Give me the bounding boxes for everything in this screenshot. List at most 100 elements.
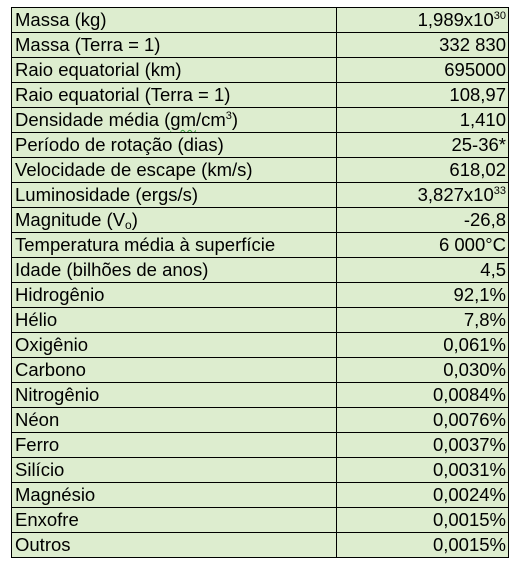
row-value[interactable]: 618,02	[336, 157, 509, 183]
row-label[interactable]: Raio equatorial (Terra = 1)	[11, 82, 337, 108]
label-text: Silício	[15, 459, 65, 480]
table-row: Raio equatorial (Terra = 1) 108,97	[11, 82, 509, 108]
label-text: Raio equatorial (km)	[15, 59, 182, 80]
table-row: Densidade média (gm/cm3) 1,410	[11, 107, 509, 133]
row-label[interactable]: Velocidade de escape (km/s)	[11, 157, 337, 183]
label-text: Nitrogênio	[15, 384, 100, 405]
table-body: Massa (kg) 1,989x1030 Massa (Terra = 1) …	[11, 7, 509, 558]
row-value[interactable]: 0,0084%	[336, 382, 509, 408]
row-label[interactable]: Outros	[11, 532, 337, 558]
row-value[interactable]: 4,5	[336, 257, 509, 283]
label-text: Massa (Terra = 1)	[15, 34, 161, 55]
row-label[interactable]: Raio equatorial (km)	[11, 57, 337, 83]
row-label[interactable]: Hélio	[11, 307, 337, 333]
label-text: Período de rotação (dias)	[15, 134, 224, 155]
row-label[interactable]: Néon	[11, 407, 337, 433]
row-value[interactable]: 0,0037%	[336, 432, 509, 458]
label-text: Luminosidade (ergs/s)	[15, 184, 199, 205]
value-text: 0,0015%	[432, 534, 506, 555]
label-text: Massa (kg)	[15, 9, 107, 30]
table-row: Período de rotação (dias) 25-36*	[11, 132, 509, 158]
label-text-mid: /cm	[195, 109, 226, 130]
row-value[interactable]: 3,827x1033	[336, 182, 509, 208]
row-value[interactable]: 0,0031%	[336, 457, 509, 483]
row-value[interactable]: 0,0015%	[336, 532, 509, 558]
label-text: Oxigênio	[15, 334, 89, 355]
row-value[interactable]: 108,97	[336, 82, 509, 108]
table-row: Silício 0,0031%	[11, 457, 509, 483]
row-label[interactable]: Luminosidade (ergs/s)	[11, 182, 337, 208]
row-label[interactable]: Silício	[11, 457, 337, 483]
table-row: Velocidade de escape (km/s) 618,02	[11, 157, 509, 183]
table-row: Hidrogênio 92,1%	[11, 282, 509, 308]
spellcheck-word: gm	[170, 109, 196, 130]
label-text-post: )	[131, 209, 138, 230]
row-value[interactable]: 7,8%	[336, 307, 509, 333]
value-text: 0,0076%	[432, 409, 506, 430]
row-label[interactable]: Nitrogênio	[11, 382, 337, 408]
label-text: Idade (bilhões de anos)	[15, 259, 209, 280]
value-text: 7,8%	[463, 309, 506, 330]
value-text: 3,827x10	[417, 184, 494, 205]
label-text: Néon	[15, 409, 60, 430]
row-label[interactable]: Massa (Terra = 1)	[11, 32, 337, 58]
row-value[interactable]: 0,0015%	[336, 507, 509, 533]
label-text: Raio equatorial (Terra = 1)	[15, 84, 231, 105]
value-text: 0,0037%	[432, 434, 506, 455]
value-text: 0,0024%	[432, 484, 506, 505]
row-label[interactable]: Densidade média (gm/cm3)	[11, 107, 337, 133]
row-value[interactable]: 0,0024%	[336, 482, 509, 508]
row-value[interactable]: 0,030%	[336, 357, 509, 383]
row-value[interactable]: -26,8	[336, 207, 509, 233]
label-text: Hidrogênio	[15, 284, 105, 305]
value-text: 92,1%	[453, 284, 506, 305]
row-value[interactable]: 1,410	[336, 107, 509, 133]
value-text: 0,061%	[443, 334, 506, 355]
label-text: Hélio	[15, 309, 58, 330]
row-label[interactable]: Carbono	[11, 357, 337, 383]
value-text: 0,0031%	[432, 459, 506, 480]
label-subscript: o	[125, 218, 132, 232]
sun-data-table-container: Massa (kg) 1,989x1030 Massa (Terra = 1) …	[11, 7, 509, 558]
row-value[interactable]: 25-36*	[336, 132, 509, 158]
row-label[interactable]: Massa (kg)	[11, 7, 337, 33]
table-row: Luminosidade (ergs/s) 3,827x1033	[11, 182, 509, 208]
row-label[interactable]: Magnitude (Vo)	[11, 207, 337, 233]
row-value[interactable]: 0,061%	[336, 332, 509, 358]
row-label[interactable]: Enxofre	[11, 507, 337, 533]
table-row: Idade (bilhões de anos) 4,5	[11, 257, 509, 283]
table-row: Temperatura média à superfície 6 000°C	[11, 232, 509, 258]
row-value[interactable]: 6 000°C	[336, 232, 509, 258]
row-label[interactable]: Oxigênio	[11, 332, 337, 358]
table-row: Néon 0,0076%	[11, 407, 509, 433]
value-text: 1,989x10	[417, 9, 494, 30]
value-text: 0,0084%	[432, 384, 506, 405]
label-text: Magnésio	[15, 484, 96, 505]
row-value[interactable]: 92,1%	[336, 282, 509, 308]
row-label[interactable]: Temperatura média à superfície	[11, 232, 337, 258]
row-label[interactable]: Ferro	[11, 432, 337, 458]
label-text: Carbono	[15, 359, 86, 380]
label-text: Enxofre	[15, 509, 79, 530]
row-value[interactable]: 695000	[336, 57, 509, 83]
value-text: 695000	[444, 59, 506, 80]
label-text: Velocidade de escape (km/s)	[15, 159, 253, 180]
table-row: Oxigênio 0,061%	[11, 332, 509, 358]
label-superscript: 3	[225, 110, 232, 122]
value-exponent: 33	[493, 185, 506, 197]
row-label[interactable]: Idade (bilhões de anos)	[11, 257, 337, 283]
row-label[interactable]: Hidrogênio	[11, 282, 337, 308]
label-text: Outros	[15, 534, 71, 555]
table-row: Nitrogênio 0,0084%	[11, 382, 509, 408]
table-row: Massa (Terra = 1) 332 830	[11, 32, 509, 58]
row-value[interactable]: 332 830	[336, 32, 509, 58]
row-label[interactable]: Período de rotação (dias)	[11, 132, 337, 158]
row-value[interactable]: 1,989x1030	[336, 7, 509, 33]
value-text: 0,030%	[443, 359, 506, 380]
row-value[interactable]: 0,0076%	[336, 407, 509, 433]
row-label[interactable]: Magnésio	[11, 482, 337, 508]
value-text: 0,0015%	[432, 509, 506, 530]
sun-data-table: Massa (kg) 1,989x1030 Massa (Terra = 1) …	[11, 7, 509, 558]
value-exponent: 30	[493, 10, 506, 22]
table-row: Hélio 7,8%	[11, 307, 509, 333]
